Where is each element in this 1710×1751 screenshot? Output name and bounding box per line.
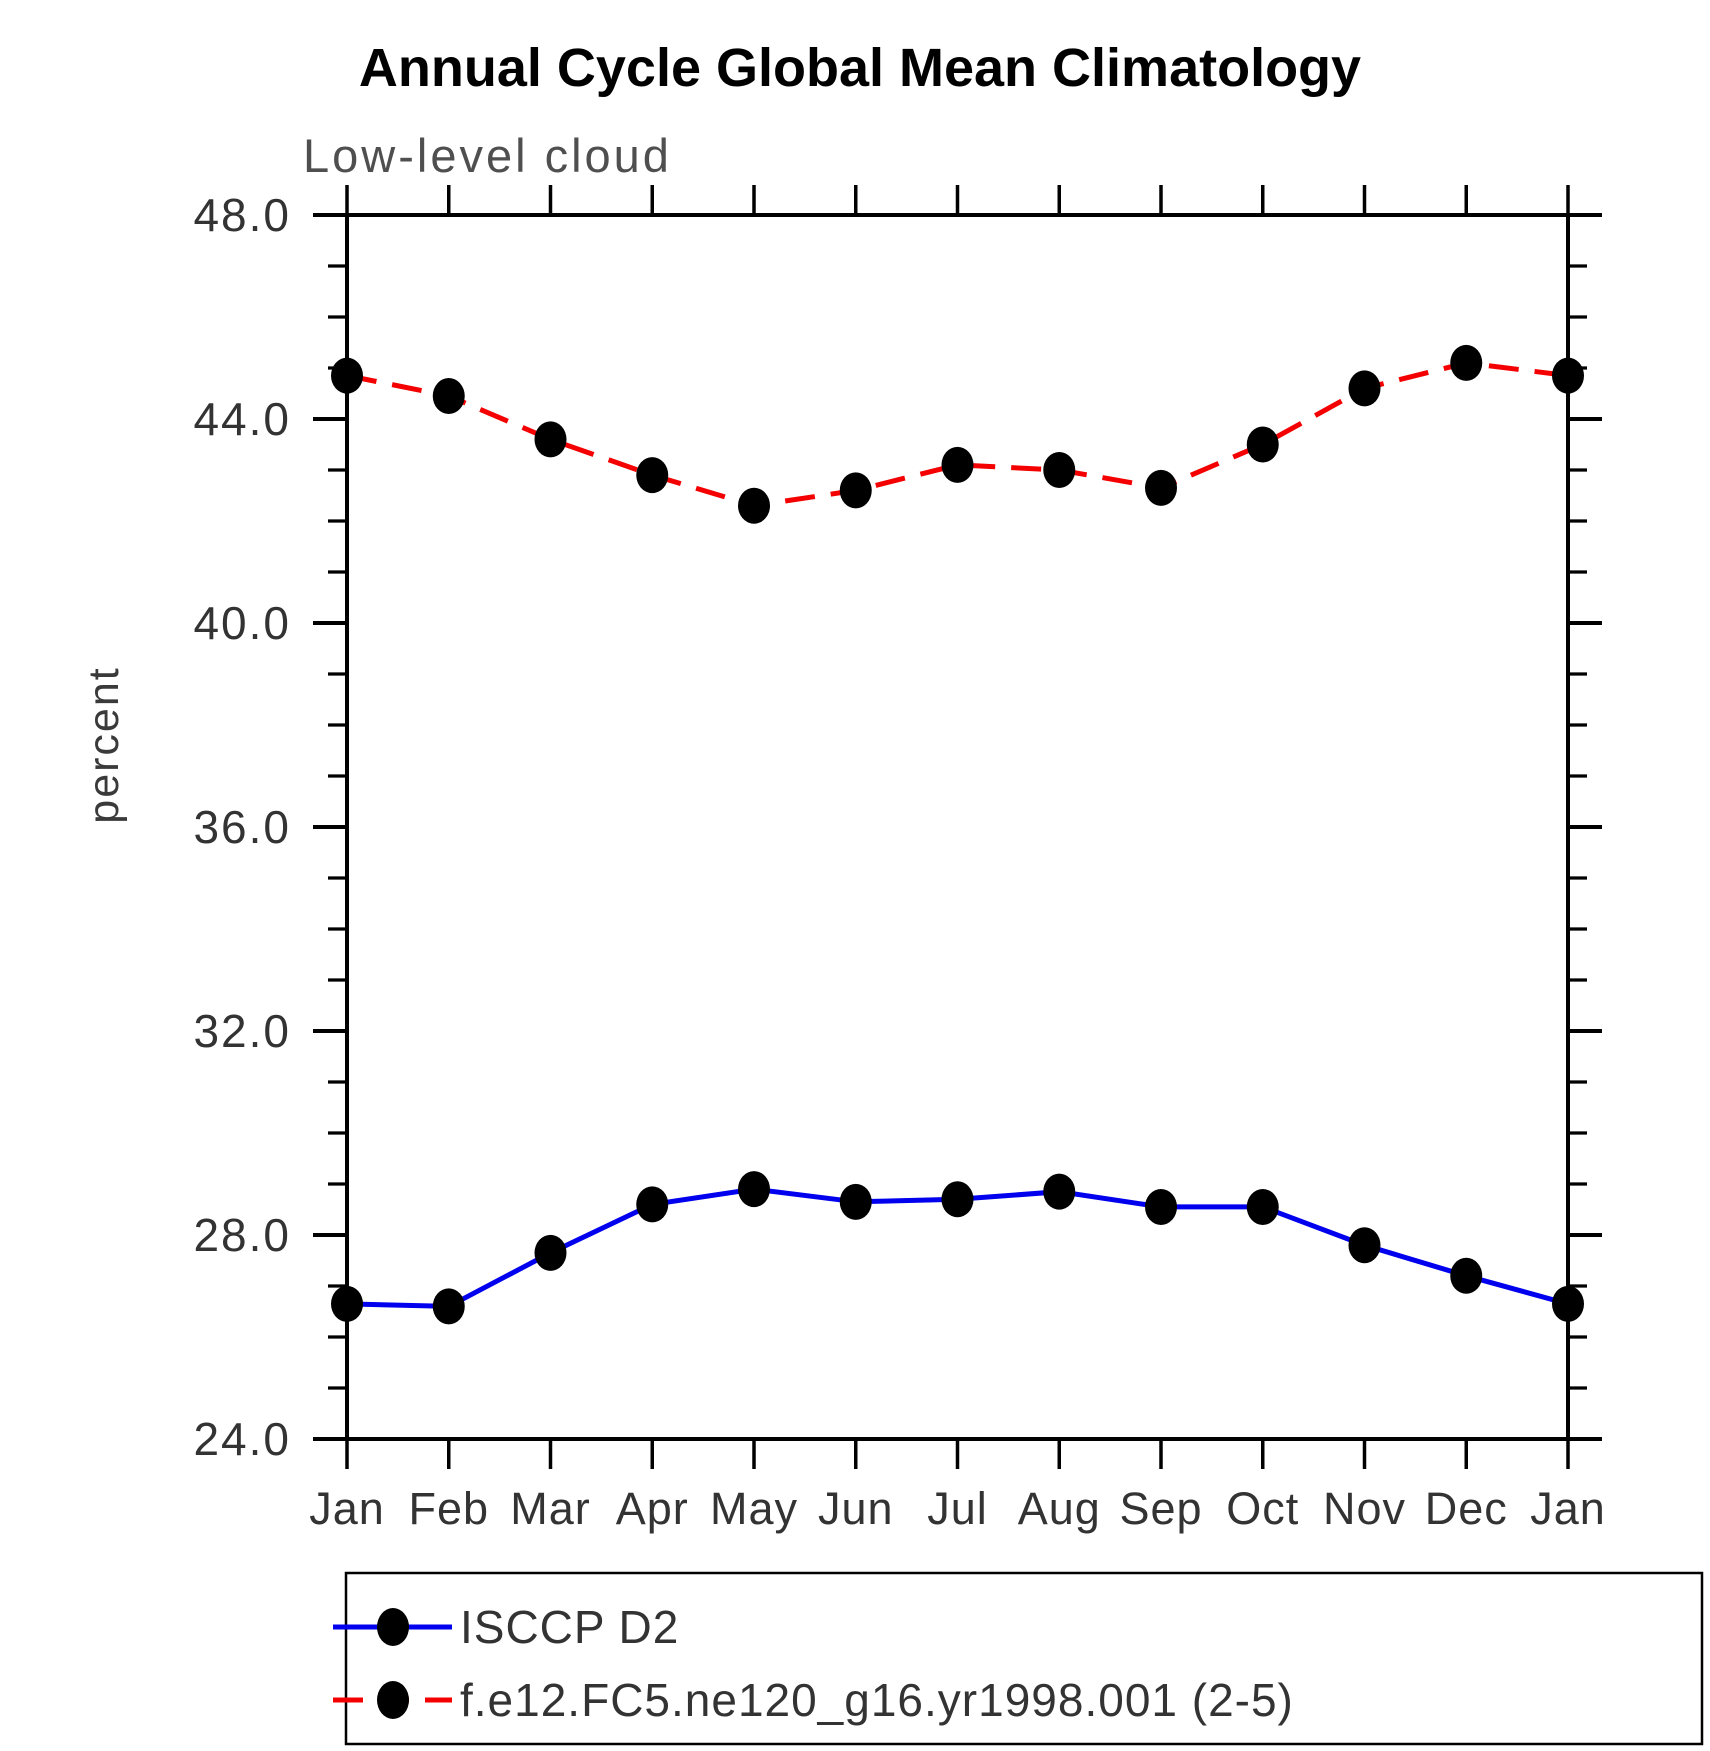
x-tick-label: Aug [1018,1483,1101,1534]
legend-marker-dot [377,1681,409,1719]
x-tick-label: Jan [309,1483,385,1534]
data-point [839,1183,872,1220]
y-tick-label: 44.0 [193,393,291,445]
data-point [1043,1173,1076,1210]
y-tick-label: 48.0 [193,189,291,241]
x-tick-label: Sep [1119,1483,1202,1534]
y-tick-label: 36.0 [193,801,291,853]
data-point [738,487,770,524]
data-point [1246,1188,1279,1225]
data-point [1246,426,1279,463]
y-tick-label: 24.0 [193,1413,291,1465]
data-point [331,357,363,394]
data-point [941,1181,974,1218]
data-point [534,1234,567,1271]
data-point [1145,1188,1177,1225]
legend-frame [344,1571,1704,1746]
x-tick-label: Jun [818,1483,894,1534]
data-point [1450,344,1483,381]
x-tick-label: Jul [927,1483,988,1534]
series-line-model [346,360,1569,509]
x-tick-label: Dec [1425,1483,1508,1534]
data-point [1348,1227,1381,1264]
data-point [1043,452,1076,488]
chart-subtitle: Low-level cloud [303,129,672,182]
data-point [1450,1257,1483,1294]
data-point [331,1285,363,1322]
legend-entry-label: ISCCP D2 [460,1601,679,1653]
data-point [941,446,974,483]
data-point [1348,370,1381,407]
x-tick-label: Jan [1530,1483,1606,1534]
legend-marker-dot [377,1608,409,1646]
data-point [432,1288,465,1325]
x-tick-label: Nov [1323,1483,1406,1534]
chart-title: Annual Cycle Global Mean Climatology [359,38,1361,98]
data-point [738,1171,770,1208]
plot-area: 48.0 44.0 40.0 36.0 32.0 28.0 24.0 Jan Feb Mar Apr… [193,185,1605,1534]
x-tick-label: Mar [510,1483,591,1534]
legend-box: ISCCP D2 f.e12.FC5.ne120_g16.yr1998.001 (… [333,1571,1704,1746]
data-point [839,472,872,509]
x-tick-label: Apr [616,1483,689,1534]
y-axis-title: percent [80,666,128,823]
data-point [432,378,465,415]
x-tick-label: Oct [1226,1483,1299,1534]
y-tick-label: 32.0 [193,1005,291,1057]
x-tick-label: Feb [408,1483,489,1534]
data-point [636,1186,669,1223]
y-tick-label: 40.0 [193,597,291,649]
legend-entry-label: f.e12.FC5.ne120_g16.yr1998.001 (2-5) [460,1674,1294,1726]
x-tick-label: May [710,1483,798,1534]
data-point [1145,469,1177,506]
data-point [1552,357,1584,394]
y-tick-label: 28.0 [193,1209,291,1261]
data-point [534,421,567,458]
plot-frame [345,213,1570,1441]
data-point [636,457,669,494]
data-point [1552,1285,1584,1322]
